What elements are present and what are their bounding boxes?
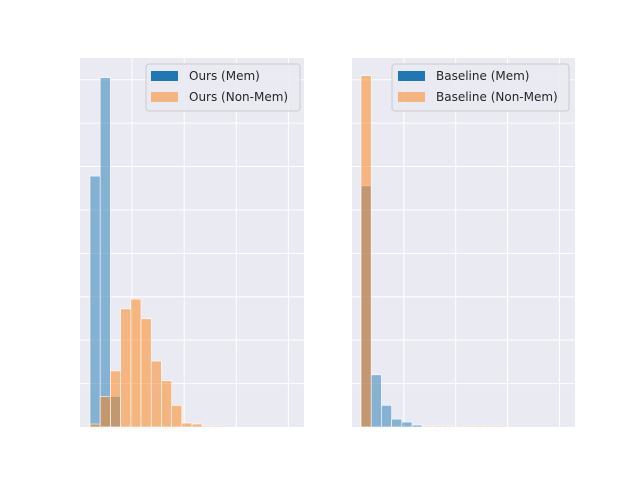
histogram-bar (442, 425, 454, 428)
histogram-bar (421, 425, 433, 428)
legend-swatch-mem (398, 71, 425, 81)
histogram-bar (161, 380, 172, 428)
legend-label: Baseline (Non-Mem) (436, 90, 558, 104)
legend-swatch-nonmem (398, 92, 425, 102)
histogram-bar (181, 422, 193, 428)
histogram-bar (432, 425, 443, 428)
histogram-bar (212, 425, 223, 428)
subplot-ours: Ours (Mem) Ours (Non-Mem) (80, 58, 304, 428)
histogram-bar (483, 425, 494, 428)
histogram-bar (140, 318, 152, 428)
histogram-bar (120, 308, 132, 428)
legend-label: Ours (Non-Mem) (189, 90, 288, 104)
histogram-bar (99, 396, 111, 428)
axes-background (80, 58, 304, 427)
grid (352, 58, 575, 427)
histogram-bar (171, 405, 183, 428)
histogram-bar (370, 374, 382, 428)
histogram-bar (99, 77, 111, 428)
bars (89, 77, 223, 428)
histogram-bar (110, 370, 121, 428)
histogram-bar (360, 75, 372, 428)
histogram-bar (130, 298, 142, 428)
histogram-bar (493, 425, 505, 428)
histogram-bar (391, 418, 403, 428)
histogram-bar (89, 175, 101, 428)
legend-swatch-nonmem (151, 92, 178, 102)
legend-label: Ours (Mem) (189, 69, 260, 83)
bars (360, 75, 505, 428)
histogram-bar (89, 423, 101, 428)
histogram-bar (191, 423, 203, 428)
legend-box (145, 63, 301, 112)
legend-swatch-mem (151, 71, 178, 81)
legend: Ours (Mem) Ours (Non-Mem) (145, 63, 301, 112)
legend-box (391, 63, 570, 112)
histogram-bar (401, 421, 413, 428)
legend-label: Baseline (Mem) (436, 69, 529, 83)
histogram-bar (411, 424, 423, 428)
legend: Baseline (Mem) Baseline (Non-Mem) (391, 63, 570, 112)
axes-background (352, 58, 575, 427)
subplot-baseline: Baseline (Mem) Baseline (Non-Mem) (352, 58, 575, 428)
histogram-bar (472, 425, 484, 428)
histogram-bar (462, 425, 474, 428)
histogram-bar (150, 360, 162, 428)
histogram-bar (381, 405, 392, 428)
histogram-bar (201, 425, 213, 428)
